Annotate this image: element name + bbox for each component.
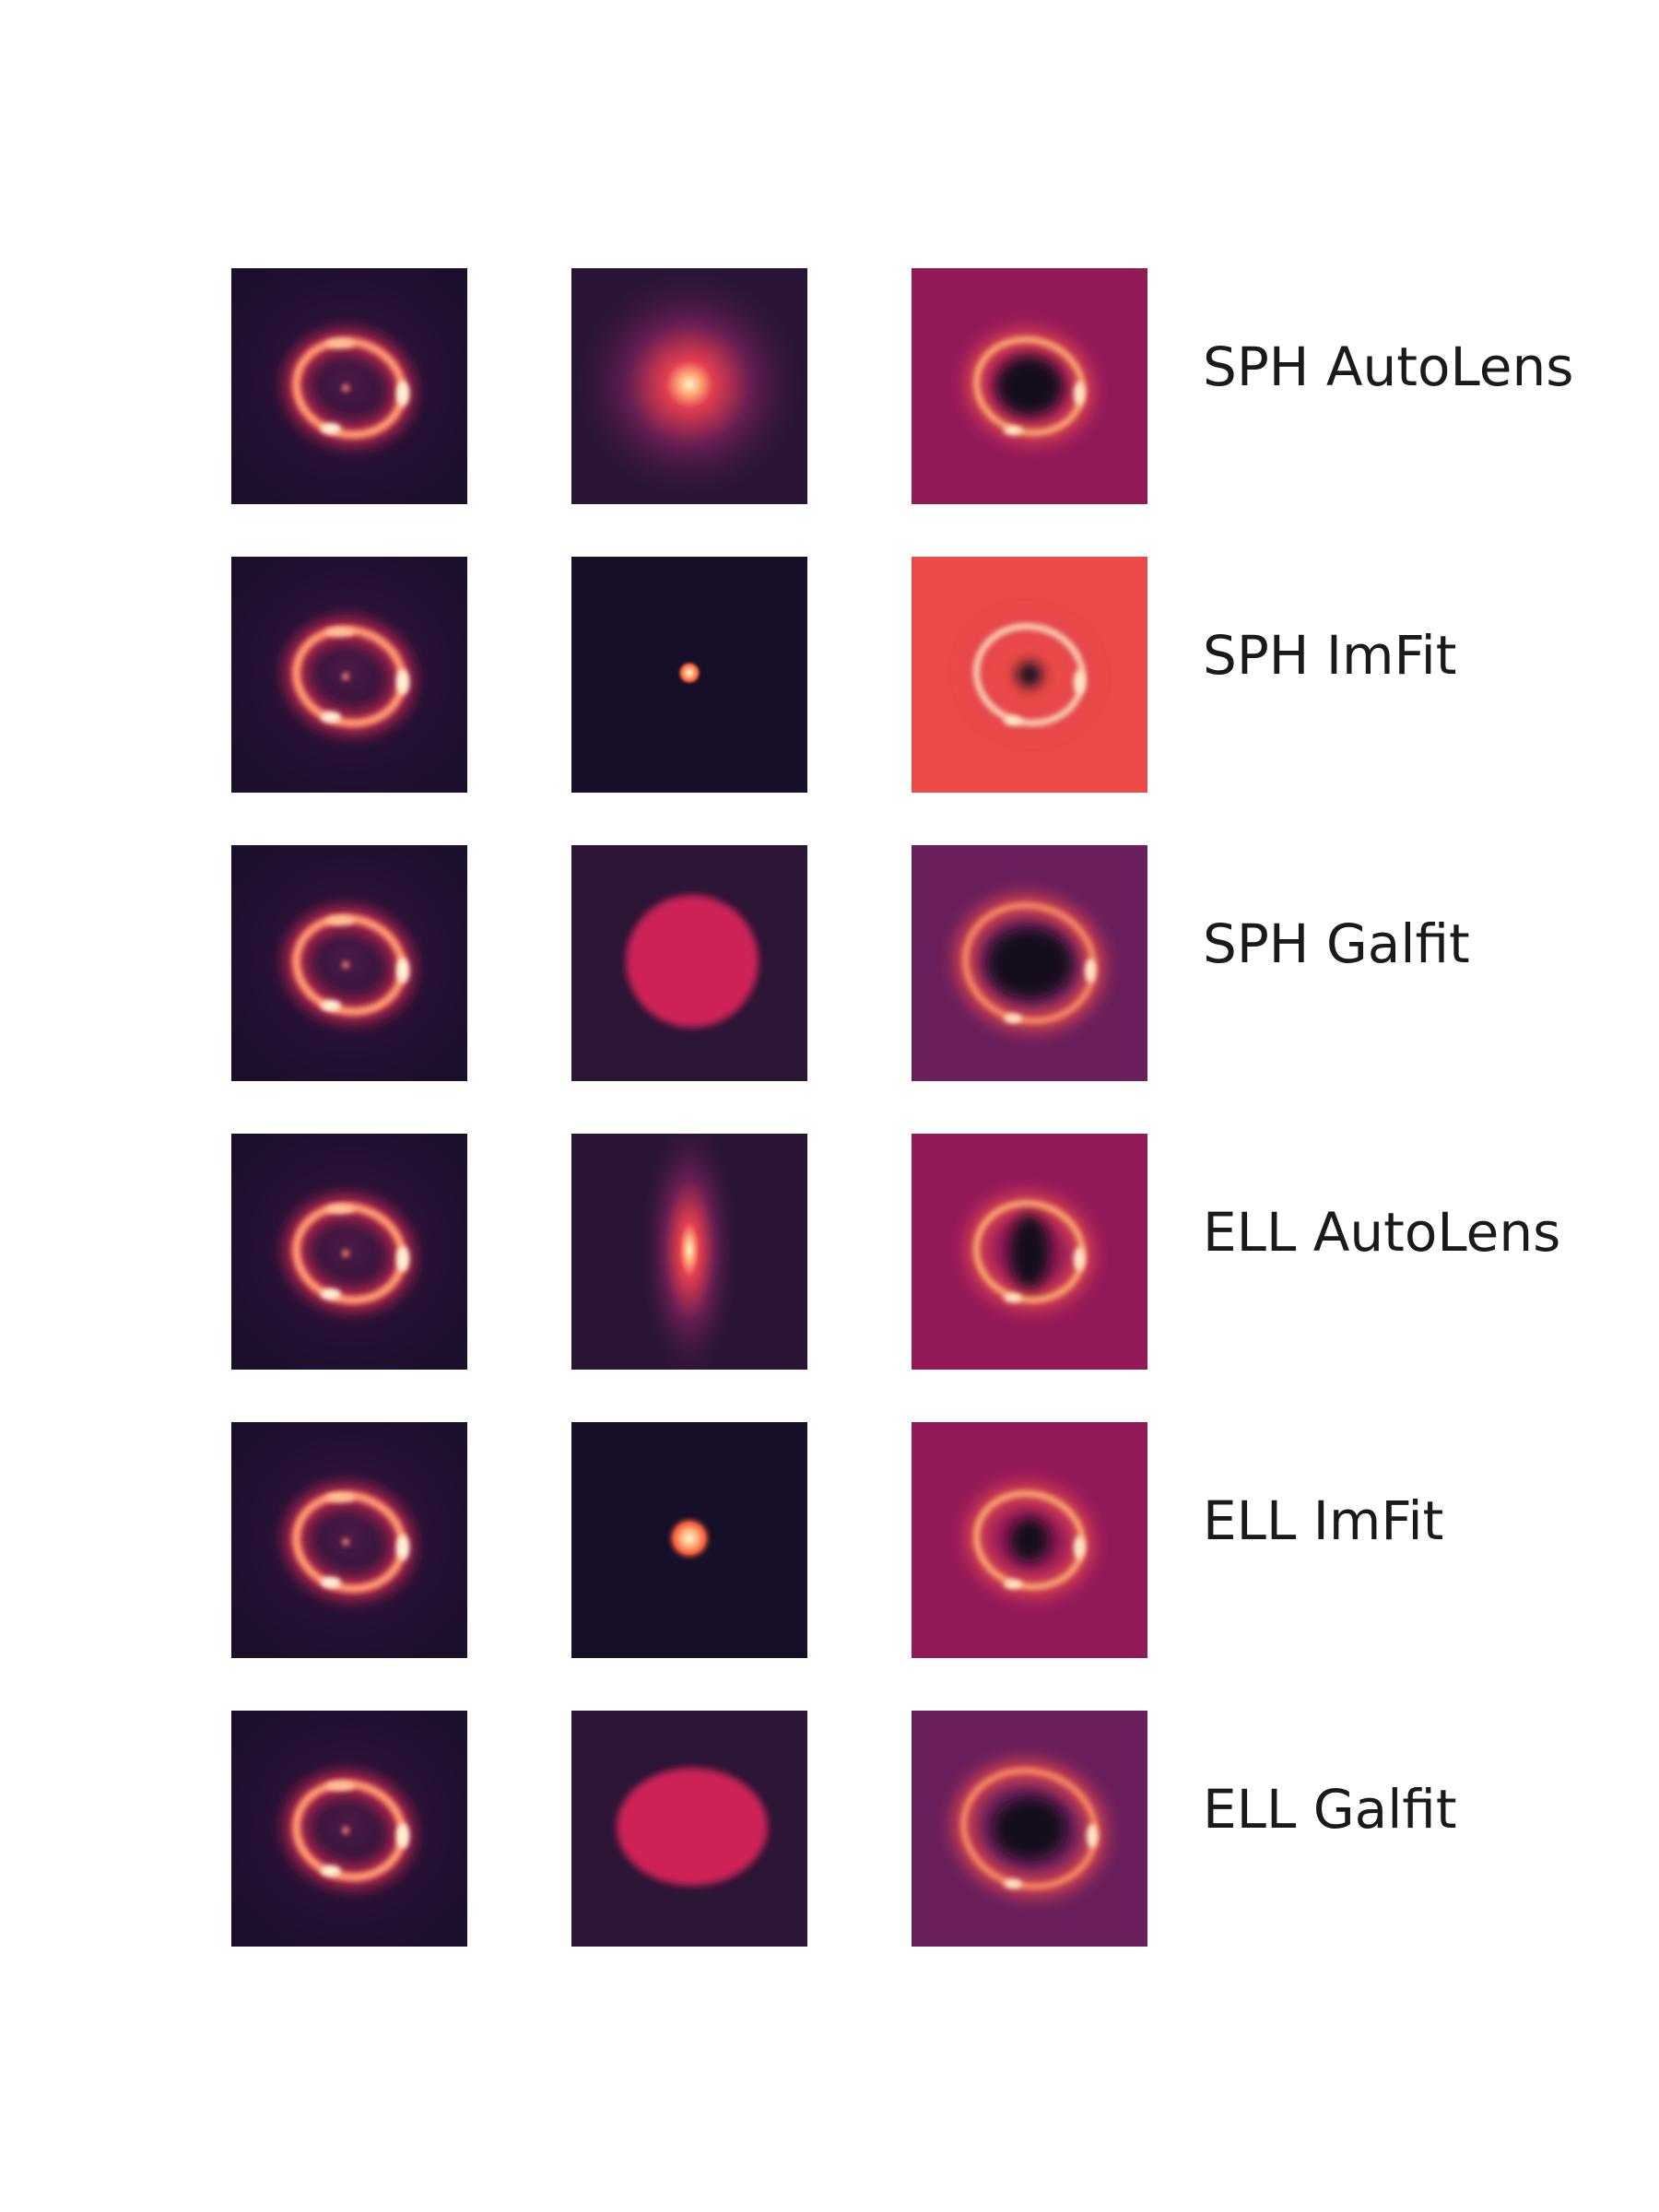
model-panel-image	[571, 557, 807, 793]
figure-row: SPH AutoLens	[0, 268, 1659, 504]
residual-panel-image	[912, 845, 1147, 1081]
row-label: SPH AutoLens	[1203, 335, 1574, 398]
residual-panel	[912, 1422, 1147, 1658]
data-panel	[231, 845, 467, 1081]
model-panel	[571, 268, 807, 504]
residual-panel	[912, 1711, 1147, 1947]
data-panel	[231, 1422, 467, 1658]
residual-panel-image	[912, 1711, 1147, 1947]
row-label: ELL ImFit	[1203, 1489, 1444, 1552]
data-panel	[231, 268, 467, 504]
figure-row: ELL AutoLens	[0, 1134, 1659, 1370]
data-panel	[231, 557, 467, 793]
figure-row: SPH Galfit	[0, 845, 1659, 1081]
row-label: ELL Galfit	[1203, 1778, 1457, 1841]
data-panel-image	[231, 268, 467, 504]
residual-panel	[912, 845, 1147, 1081]
data-panel-image	[231, 1711, 467, 1947]
model-panel-image	[571, 845, 807, 1081]
model-panel-image	[571, 268, 807, 504]
residual-panel-image	[912, 1134, 1147, 1370]
figure-row: ELL ImFit	[0, 1422, 1659, 1658]
residual-panel	[912, 557, 1147, 793]
row-label: SPH Galfit	[1203, 912, 1470, 975]
data-panel-image	[231, 1134, 467, 1370]
row-label: SPH ImFit	[1203, 624, 1457, 687]
data-panel-image	[231, 557, 467, 793]
model-panel	[571, 557, 807, 793]
data-panel-image	[231, 845, 467, 1081]
row-label: ELL AutoLens	[1203, 1201, 1561, 1264]
data-panel-image	[231, 1422, 467, 1658]
model-panel	[571, 1134, 807, 1370]
model-panel	[571, 845, 807, 1081]
model-panel	[571, 1711, 807, 1947]
data-panel	[231, 1134, 467, 1370]
residual-panel-image	[912, 1422, 1147, 1658]
figure-row: SPH ImFit	[0, 557, 1659, 793]
model-panel-image	[571, 1422, 807, 1658]
residual-panel-image	[912, 268, 1147, 504]
residual-panel	[912, 1134, 1147, 1370]
model-panel	[571, 1422, 807, 1658]
figure-row: ELL Galfit	[0, 1711, 1659, 1947]
residual-panel-image	[912, 557, 1147, 793]
model-panel-image	[571, 1134, 807, 1370]
model-panel-image	[571, 1711, 807, 1947]
residual-panel	[912, 268, 1147, 504]
data-panel	[231, 1711, 467, 1947]
